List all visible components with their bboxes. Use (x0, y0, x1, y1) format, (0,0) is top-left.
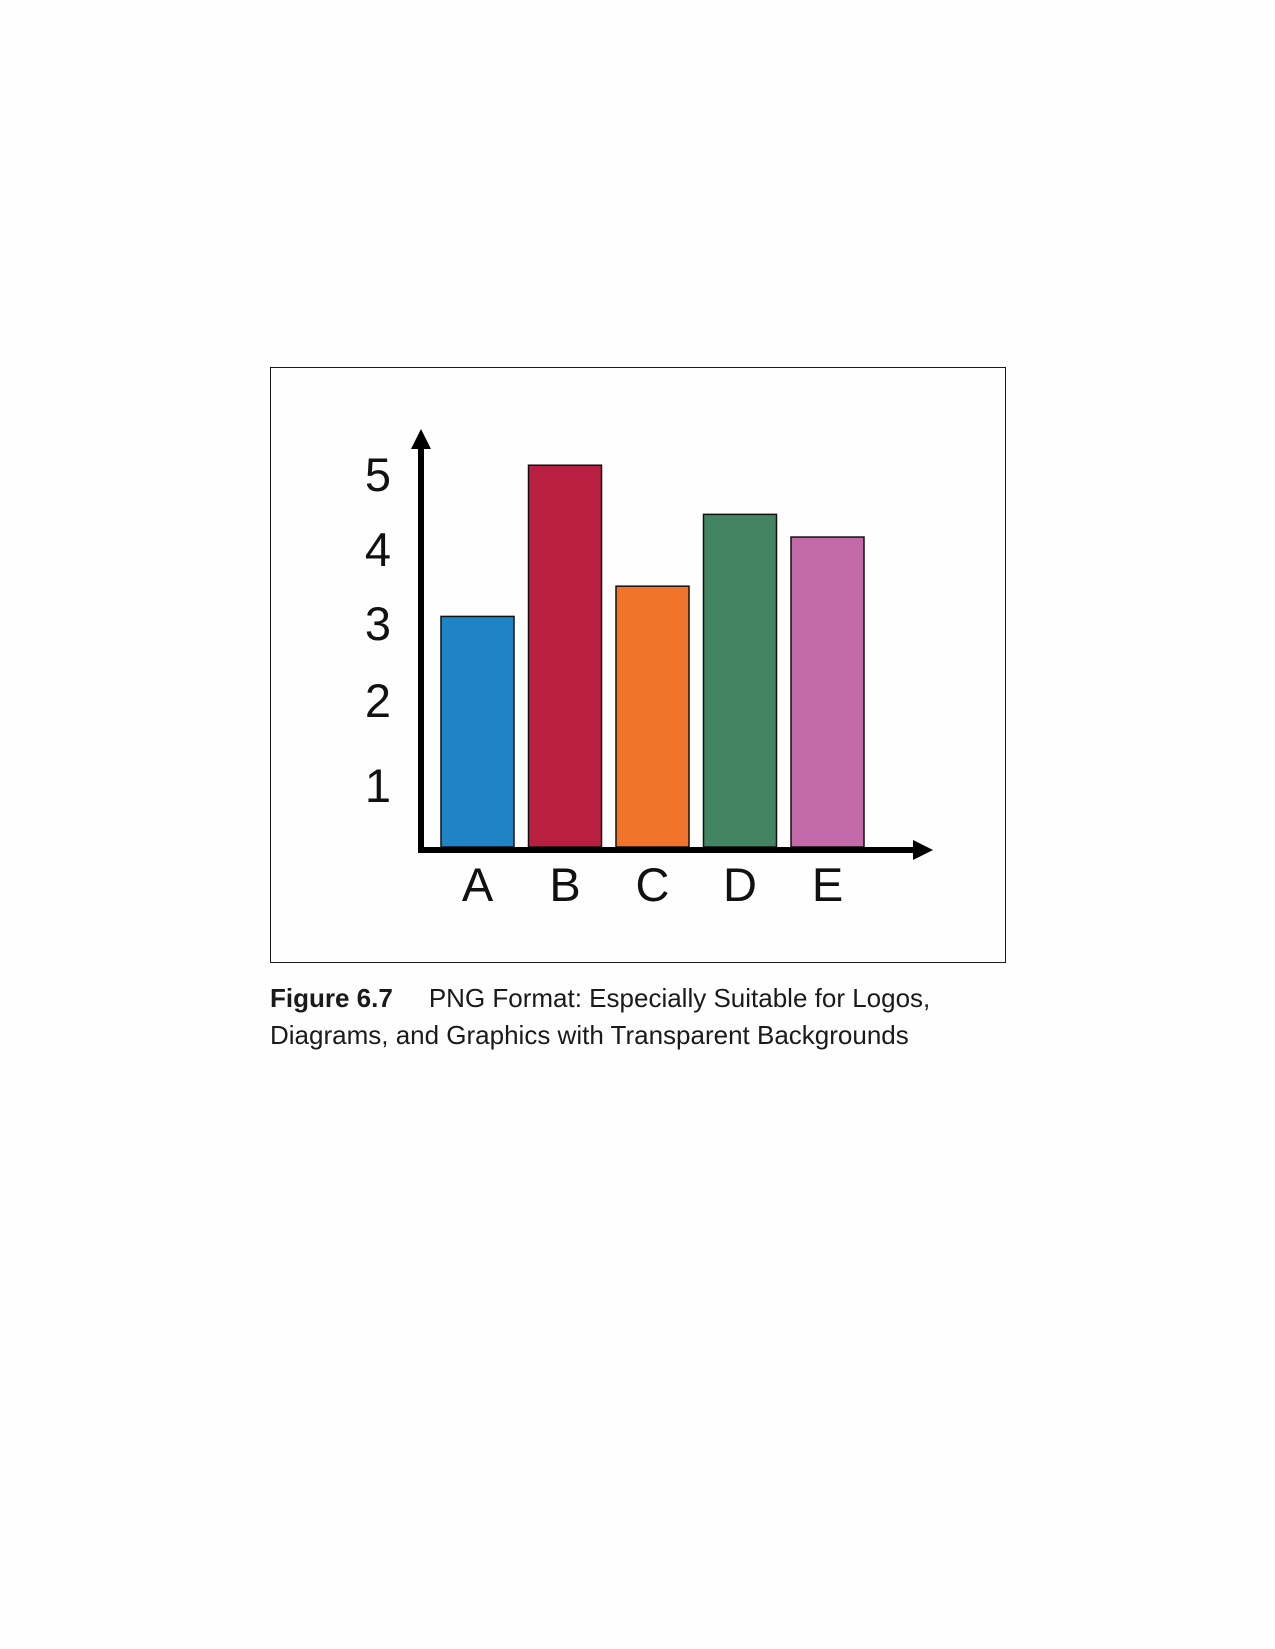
figure-caption: Figure 6.7 PNG Format: Especially Suitabl… (270, 980, 1030, 1054)
x-tick-label: A (462, 858, 494, 911)
y-tick-label: 4 (365, 523, 391, 576)
x-tick-label: C (636, 858, 670, 911)
x-tick-label: B (549, 858, 580, 911)
y-tick-label: 1 (365, 759, 391, 812)
x-tick-label: D (723, 858, 757, 911)
y-tick-labels: 1 2 3 4 5 (365, 448, 391, 812)
bar-d (702, 513, 778, 848)
y-tick-label: 5 (365, 448, 391, 501)
y-tick-label: 3 (365, 597, 391, 650)
bar-c (615, 585, 690, 848)
y-axis-arrowhead (411, 429, 431, 449)
x-axis-arrowhead (913, 840, 933, 860)
bar-b (527, 464, 603, 848)
caption-label: Figure 6.7 (270, 983, 393, 1013)
bar-e (790, 536, 865, 848)
x-tick-label: E (812, 858, 843, 911)
bars-group (440, 464, 865, 848)
caption-text: PNG Format: Especially Suitable for Logo… (270, 983, 931, 1050)
bar-a (440, 615, 515, 848)
y-tick-label: 2 (365, 674, 391, 727)
